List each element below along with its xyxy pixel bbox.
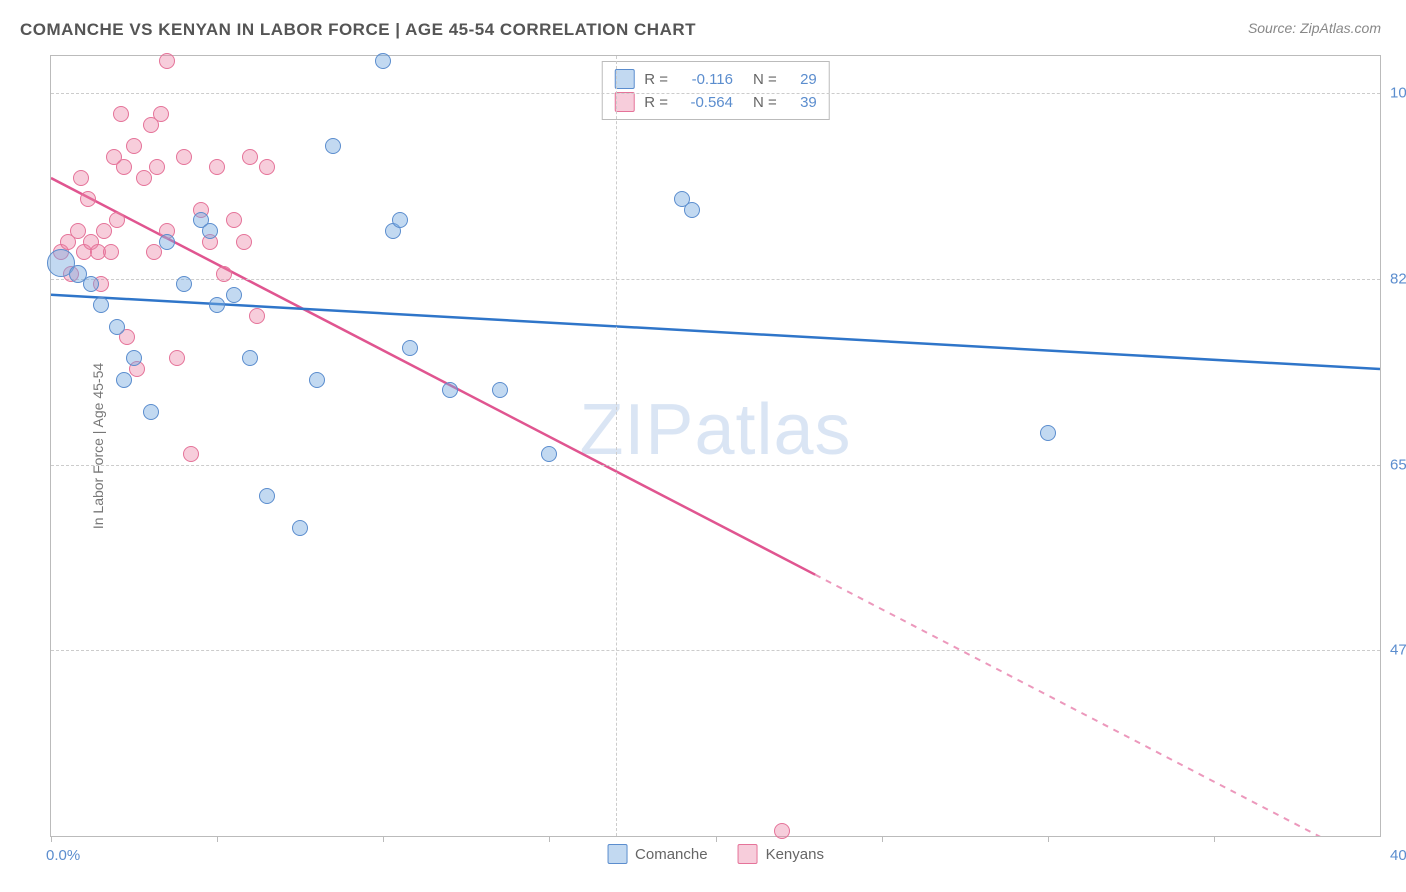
gridline-vertical [616,56,617,836]
legend-swatch-icon [738,844,758,864]
data-point-comanche [292,520,308,536]
data-point-comanche [402,340,418,356]
data-point-comanche [392,212,408,228]
data-point-kenyans [259,159,275,175]
data-point-kenyans [96,223,112,239]
data-point-comanche [159,234,175,250]
n-label: N = [753,71,777,88]
data-point-kenyans [146,244,162,260]
x-axis-max-label: 40.0% [1390,847,1406,864]
x-tick-mark [1214,836,1215,842]
y-tick-label: 65.0% [1390,456,1406,473]
data-point-comanche [309,372,325,388]
data-point-kenyans [136,170,152,186]
correlation-stats-box: R = -0.116 N = 29 R = -0.564 N = 39 [601,61,830,120]
data-point-comanche [202,223,218,239]
x-tick-mark [51,836,52,842]
data-point-comanche [93,297,109,313]
data-point-kenyans [109,212,125,228]
data-point-kenyans [106,149,122,165]
data-point-kenyans [176,149,192,165]
y-tick-label: 82.5% [1390,270,1406,287]
data-point-kenyans [113,106,129,122]
gridline-horizontal [51,93,1380,94]
r-label: R = [644,94,668,111]
gridline-horizontal [51,465,1380,466]
data-point-kenyans [73,170,89,186]
legend-swatch-icon [614,92,634,112]
data-point-comanche [176,276,192,292]
x-axis-min-label: 0.0% [46,847,80,864]
data-point-comanche [126,350,142,366]
x-tick-mark [383,836,384,842]
x-tick-mark [1048,836,1049,842]
data-point-kenyans [153,106,169,122]
legend-item: Kenyans [738,844,824,864]
data-point-kenyans [183,446,199,462]
n-value: 29 [787,71,817,88]
data-point-kenyans [236,234,252,250]
data-point-comanche [259,488,275,504]
stats-row: R = -0.564 N = 39 [614,92,817,112]
x-tick-mark [716,836,717,842]
gridline-horizontal [51,650,1380,651]
data-point-kenyans [103,244,119,260]
data-point-comanche [1040,425,1056,441]
r-value: -0.564 [678,94,733,111]
stats-row: R = -0.116 N = 29 [614,69,817,89]
chart-title: COMANCHE VS KENYAN IN LABOR FORCE | AGE … [20,20,696,40]
data-point-kenyans [774,823,790,839]
legend-label: Comanche [635,846,708,863]
data-point-kenyans [126,138,142,154]
data-point-comanche [109,319,125,335]
data-point-comanche [375,53,391,69]
data-point-comanche [83,276,99,292]
legend-swatch-icon [607,844,627,864]
data-point-kenyans [169,350,185,366]
n-label: N = [753,94,777,111]
y-tick-label: 47.5% [1390,642,1406,659]
r-label: R = [644,71,668,88]
trend-lines [51,56,1380,836]
data-point-comanche [226,287,242,303]
y-tick-label: 100.0% [1390,85,1406,102]
data-point-comanche [325,138,341,154]
source-attribution: Source: ZipAtlas.com [1248,20,1381,36]
data-point-kenyans [159,53,175,69]
data-point-kenyans [226,212,242,228]
legend-label: Kenyans [766,846,824,863]
data-point-comanche [442,382,458,398]
n-value: 39 [787,94,817,111]
data-point-comanche [492,382,508,398]
data-point-comanche [541,446,557,462]
data-point-comanche [143,404,159,420]
data-point-comanche [684,202,700,218]
data-point-kenyans [216,266,232,282]
data-point-comanche [116,372,132,388]
x-tick-mark [549,836,550,842]
legend-item: Comanche [607,844,708,864]
data-point-kenyans [249,308,265,324]
gridline-horizontal [51,279,1380,280]
chart-plot-area: ZIPatlas R =-0.116N =29R =-0.564N =39 Co… [50,55,1381,837]
data-point-kenyans [80,191,96,207]
x-tick-mark [217,836,218,842]
r-value: -0.116 [678,71,733,88]
watermark-text: ZIPatlas [579,389,851,471]
data-point-comanche [242,350,258,366]
data-point-kenyans [242,149,258,165]
legend-swatch-icon [614,69,634,89]
data-point-comanche [209,297,225,313]
data-point-kenyans [209,159,225,175]
series-legend: Comanche Kenyans [607,844,824,864]
data-point-kenyans [149,159,165,175]
x-tick-mark [882,836,883,842]
